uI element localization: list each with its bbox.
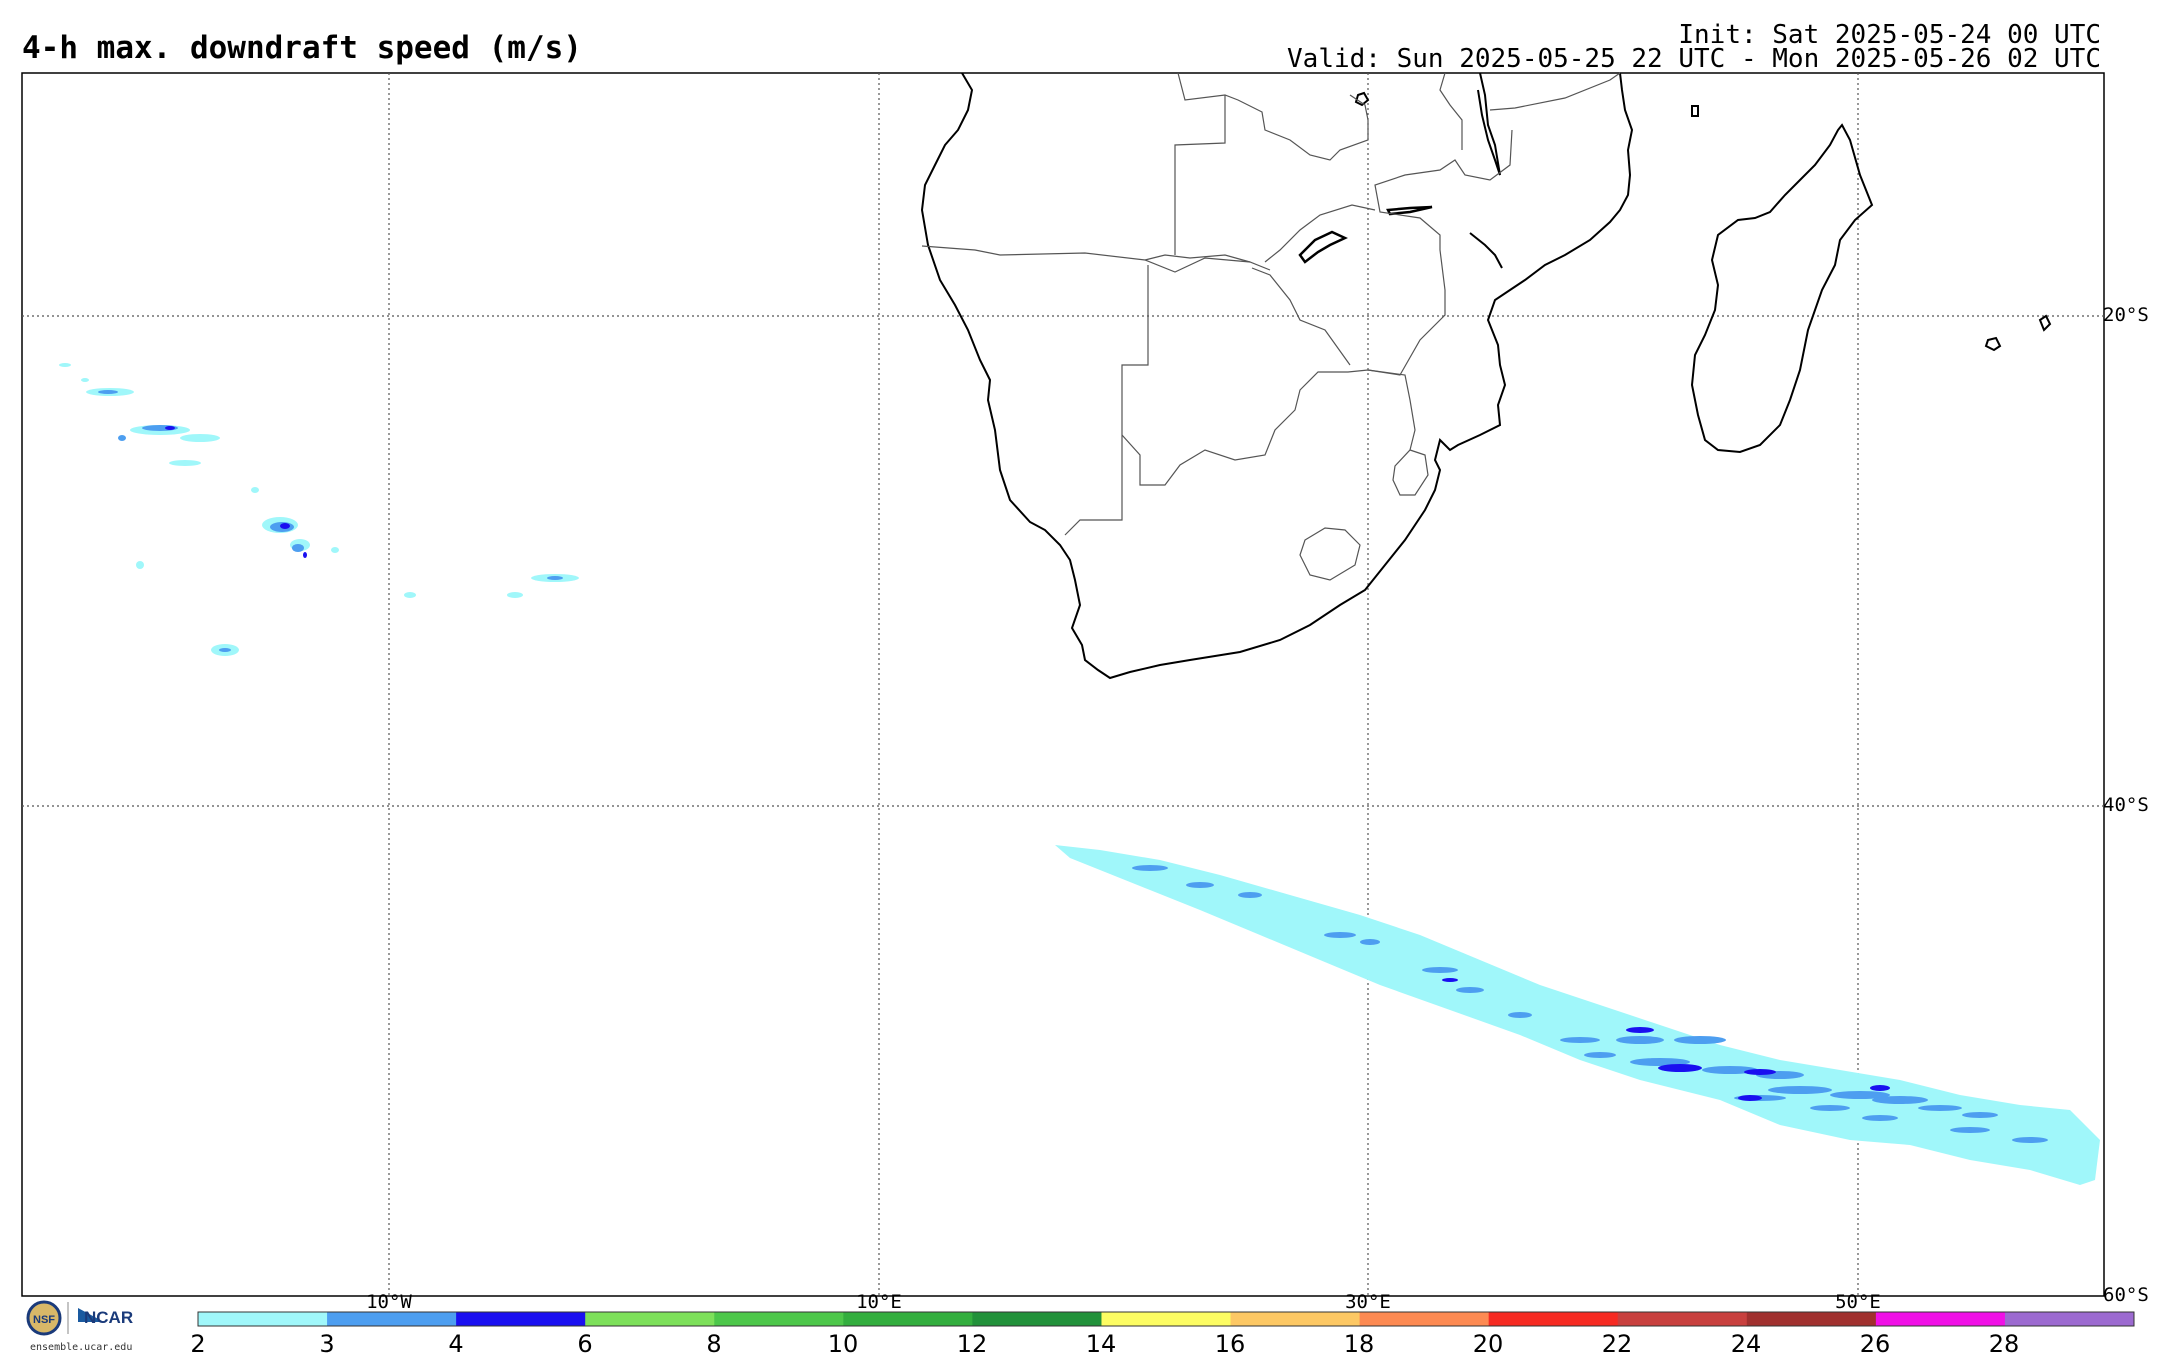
valid-time: Valid: Sun 2025-05-25 22 UTC - Mon 2025-…	[1287, 44, 2101, 74]
colorbar-segment	[1746, 1312, 1877, 1326]
colorbar-segment	[972, 1312, 1102, 1326]
colorbar-segment	[327, 1312, 457, 1326]
lat-label-20s: 20°S	[2103, 304, 2149, 326]
lon-label-50e: 50°E	[1835, 1291, 1881, 1313]
mauritius	[2038, 314, 2052, 332]
colorbar-tick: 16	[1214, 1330, 1246, 1358]
colorbar-tick: 14	[1085, 1330, 1117, 1358]
colorbar-segment	[1617, 1312, 1748, 1326]
colorbar-segment	[1359, 1312, 1490, 1326]
downdraft-region-light	[1055, 845, 2100, 1185]
colorbar-tick: 12	[956, 1330, 988, 1358]
ncar-logo-icon	[78, 1308, 104, 1322]
lake-malawi	[1477, 72, 1501, 176]
colorbar	[198, 1312, 2135, 1326]
africa-coastline	[920, 72, 1634, 680]
downdraft-field-south	[1055, 845, 2100, 1185]
colorbar-segment	[714, 1312, 844, 1326]
colorbar-tick: 20	[1472, 1330, 1504, 1358]
colorbar-tick: 3	[319, 1330, 335, 1358]
colorbar-segment	[1230, 1312, 1361, 1326]
colorbar-segment	[1101, 1312, 1232, 1326]
colorbar-segment	[456, 1312, 586, 1326]
svg-text:NSF: NSF	[33, 1314, 55, 1326]
colorbar-segment	[2004, 1312, 2135, 1326]
site-url: ensemble.ucar.edu	[30, 1342, 133, 1353]
ncar-logo-text: NCAR	[84, 1308, 134, 1327]
colorbar-tick: 24	[1730, 1330, 1762, 1358]
lon-label-30e: 30°E	[1345, 1291, 1391, 1313]
colorbar-tick: 4	[448, 1330, 464, 1358]
lake-kariba	[1298, 230, 1348, 264]
gridlines	[22, 73, 2104, 1296]
colorbar-tick: 22	[1601, 1330, 1633, 1358]
colorbar-segment	[1875, 1312, 2006, 1326]
colorbar-tick: 10	[827, 1330, 859, 1358]
lake-small	[1354, 91, 1370, 107]
river-zambezi	[1469, 232, 1503, 269]
madagascar	[1690, 123, 1874, 454]
colorbar-tick: 26	[1859, 1330, 1891, 1358]
colorbar-outline	[197, 1311, 2135, 1327]
comoros	[1691, 105, 1699, 117]
downdraft-region-dark	[1442, 978, 1890, 1101]
reunion	[1984, 336, 2002, 352]
downdraft-field-northwest	[59, 363, 579, 656]
colorbar-segment	[843, 1312, 973, 1326]
colorbar-tick: 2	[190, 1330, 206, 1358]
lon-label-10e: 10°E	[856, 1291, 902, 1313]
colorbar-segment	[1488, 1312, 1619, 1326]
init-time: Init: Sat 2025-05-24 00 UTC	[1678, 20, 2101, 50]
nsf-logo	[26, 1300, 62, 1336]
colorbar-tick: 28	[1988, 1330, 2020, 1358]
lat-label-40s: 40°S	[2103, 794, 2149, 816]
colorbar-tick: 18	[1343, 1330, 1375, 1358]
downdraft-region-medium	[1132, 865, 2048, 1143]
colorbar-segment	[585, 1312, 715, 1326]
colorbar-tick: 8	[706, 1330, 722, 1358]
colorbar-segment	[198, 1312, 328, 1326]
lat-label-60s: 60°S	[2103, 1284, 2149, 1306]
colorbar-tick: 6	[577, 1330, 593, 1358]
country-borders	[921, 72, 1621, 581]
lon-label-10w: 10°W	[366, 1291, 412, 1313]
map-title: 4-h max. downdraft speed (m/s)	[22, 30, 582, 66]
